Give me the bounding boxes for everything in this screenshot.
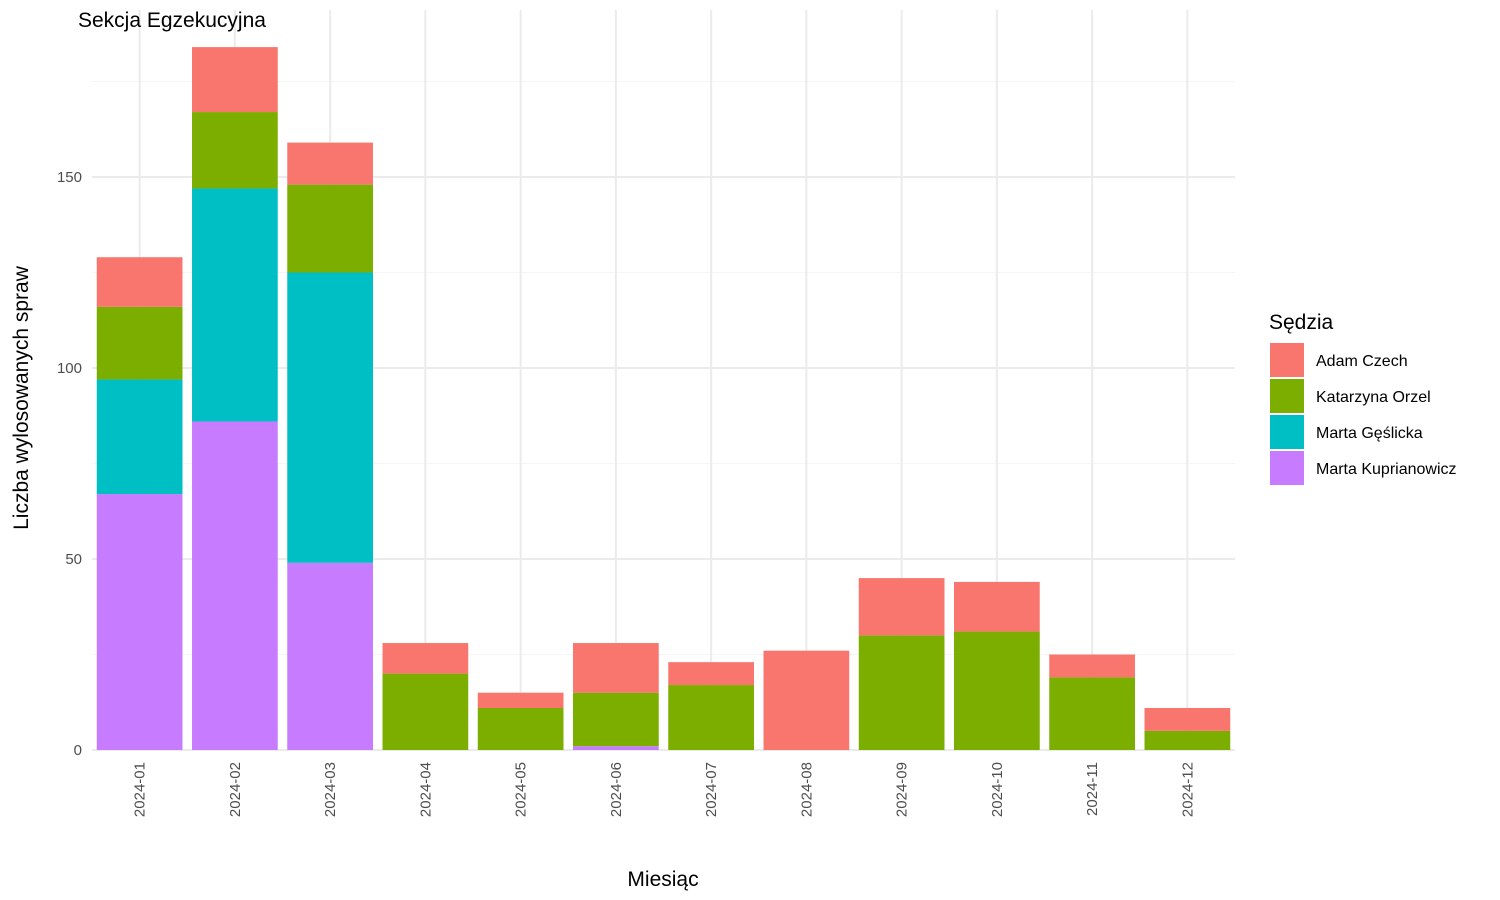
x-tick-label: 2024-09	[894, 762, 911, 817]
legend-swatch	[1270, 451, 1304, 485]
bar-segment	[477, 707, 564, 750]
y-axis-title: Liczba wylosowanych spraw	[10, 265, 33, 530]
bar-segment	[573, 746, 659, 750]
bar-segment	[668, 662, 754, 686]
x-tick-label: 2024-04	[417, 762, 434, 817]
legend-title: Sędzia	[1269, 311, 1334, 334]
legend-items: Adam Czech Katarzyna Orzel Marta Gęślicka M…	[1270, 343, 1457, 485]
bar-segment	[858, 578, 945, 636]
y-tick-label: 150	[57, 169, 82, 186]
bar-segment	[96, 257, 183, 307]
legend-label: Katarzyna Orzel	[1316, 389, 1431, 406]
y-tick-label: 50	[65, 551, 82, 568]
bar-segment	[573, 692, 659, 747]
legend: Sędzia Adam Czech Katarzyna Orzel Marta Gę…	[1269, 311, 1457, 485]
bar-segment	[668, 685, 754, 750]
bar-segment	[382, 643, 469, 674]
x-tick-label: 2024-05	[513, 762, 530, 817]
bar-segment	[573, 643, 659, 693]
bar-segment	[287, 562, 373, 750]
bar-segment	[954, 631, 1040, 750]
y-axis-ticks: 0 50 100 150	[57, 169, 82, 759]
legend-label: Marta Gęślicka	[1316, 425, 1423, 442]
legend-label: Marta Kuprianowicz	[1316, 461, 1457, 478]
x-tick-label: 2024-12	[1179, 762, 1196, 817]
bar-segment	[1049, 654, 1135, 678]
x-tick-label: 2024-03	[322, 762, 339, 817]
bar-segment	[382, 673, 469, 750]
legend-swatch	[1270, 415, 1304, 449]
bar-segment	[954, 581, 1040, 632]
y-tick-label: 0	[74, 742, 82, 759]
bar-segment	[858, 635, 945, 750]
legend-swatch	[1270, 379, 1304, 413]
bar-segment	[287, 184, 373, 273]
x-axis-title: Miesiąc	[627, 868, 698, 891]
x-axis-ticks: 2024-01 2024-02 2024-03 2024-04 2024-05 2024-…	[132, 762, 1197, 817]
bar-segment	[192, 421, 278, 750]
x-tick-label: 2024-10	[989, 762, 1006, 817]
bar-segment	[96, 379, 183, 495]
bar-segment	[763, 650, 850, 750]
bar-segment	[1144, 707, 1231, 731]
legend-swatch	[1270, 343, 1304, 377]
bar-segment	[192, 47, 278, 113]
bar-segment	[477, 692, 564, 708]
bar-segment	[287, 142, 373, 185]
x-tick-label: 2024-02	[227, 762, 244, 817]
x-tick-label: 2024-08	[798, 762, 815, 817]
bar-segment	[192, 188, 278, 422]
grid-lines	[92, 10, 1235, 751]
bar-segment	[1049, 677, 1135, 750]
bar-segment	[192, 112, 278, 189]
chart-title: Sekcja Egzekucyjna	[78, 9, 266, 32]
bar-segment	[96, 306, 183, 380]
bar-segment	[287, 272, 373, 563]
x-tick-label: 2024-07	[703, 762, 720, 817]
legend-label: Adam Czech	[1316, 353, 1408, 370]
bar-segment	[1144, 730, 1231, 750]
bars	[96, 47, 1231, 750]
x-tick-label: 2024-06	[608, 762, 625, 817]
y-tick-label: 100	[57, 360, 82, 377]
x-tick-label: 2024-11	[1084, 762, 1101, 816]
bar-segment	[96, 494, 183, 750]
x-tick-label: 2024-01	[132, 762, 149, 817]
